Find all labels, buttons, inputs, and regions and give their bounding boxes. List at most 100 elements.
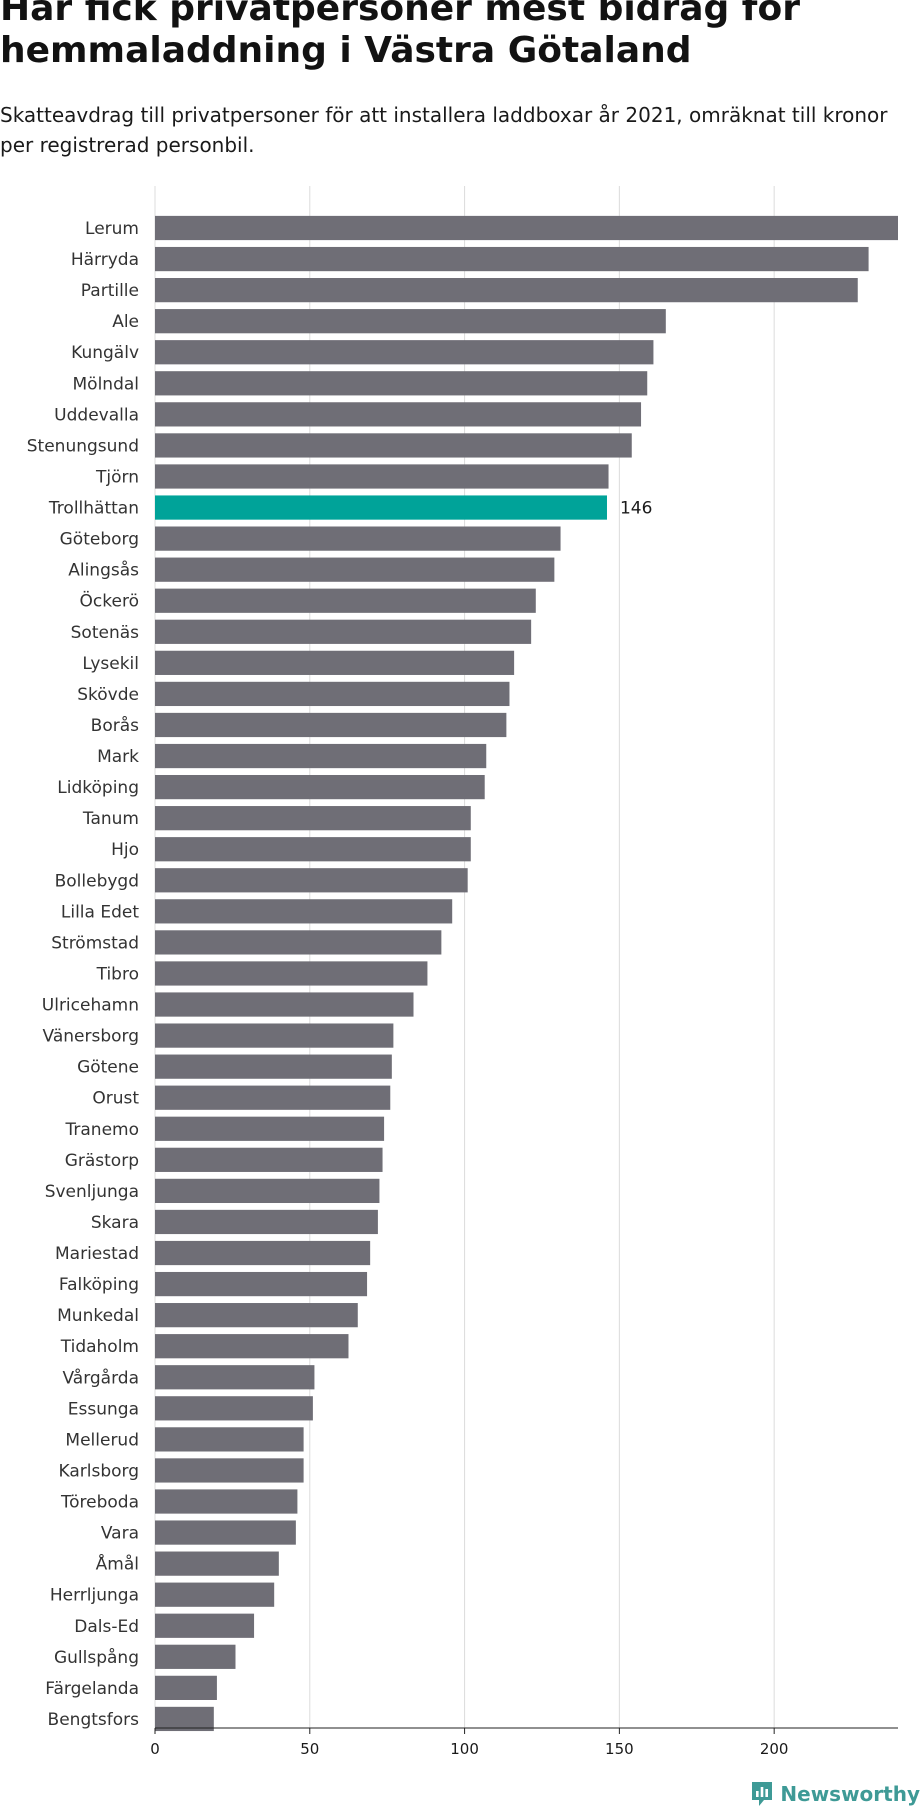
category-label-färgelanda: Färgelanda [45, 1679, 139, 1699]
category-label-härryda: Härryda [71, 250, 139, 270]
category-label-mark: Mark [97, 747, 139, 767]
bar-mark [155, 743, 487, 769]
bars [155, 215, 898, 1732]
bar-bengtsfors [155, 1706, 214, 1732]
bar-tanum [155, 806, 471, 831]
category-label-essunga: Essunga [68, 1399, 139, 1419]
chart-subtitle: Skatteavdrag till privatpersoner för att… [0, 103, 888, 157]
bar-lilla-edet [155, 899, 453, 924]
bar-karlsborg [155, 1458, 304, 1483]
x-tick-label-0: 0 [150, 1740, 160, 1758]
bar-partille [155, 278, 858, 303]
bar-alingsås [155, 557, 555, 582]
bar-mellerud [155, 1427, 304, 1452]
bar-mölndal [155, 371, 648, 396]
category-label-bollebygd: Bollebygd [55, 871, 139, 891]
bar-skara [155, 1209, 378, 1235]
category-label-herrljunga: Herrljunga [50, 1586, 139, 1606]
category-label-mellerud: Mellerud [65, 1430, 139, 1450]
category-labels: Lerum Härryda Partille Ale Kungälv Mölndal Udd… [27, 219, 653, 1730]
x-tick-label-200: 200 [760, 1740, 789, 1758]
bar-kungälv [155, 340, 654, 365]
bar-dals-ed [155, 1613, 255, 1638]
category-label-orust: Orust [92, 1089, 139, 1109]
category-label-lysekil: Lysekil [82, 654, 139, 674]
category-label-mölndal: Mölndal [73, 374, 140, 394]
bar-orust [155, 1085, 391, 1110]
category-label-ulricehamn: Ulricehamn [42, 996, 139, 1016]
category-label-tranemo: Tranemo [65, 1120, 140, 1140]
bar-vårgårda [155, 1365, 315, 1390]
category-label-trollhättan: Trollhättan [48, 499, 139, 519]
newsworthy-brand: Newsworthy [750, 1780, 920, 1808]
data-label-trollhättan: 146 [620, 499, 652, 519]
x-tick-label-100: 100 [450, 1740, 479, 1758]
category-label-stenungsund: Stenungsund [27, 436, 139, 456]
category-label-kungälv: Kungälv [71, 343, 139, 363]
category-label-skövde: Skövde [77, 685, 139, 705]
category-label-svenljunga: Svenljunga [45, 1182, 139, 1202]
bar-herrljunga [155, 1582, 275, 1607]
category-label-tanum: Tanum [82, 809, 139, 829]
category-label-skara: Skara [91, 1213, 139, 1233]
bar-härryda [155, 246, 869, 272]
bar-chart: Lerum Härryda Partille Ale Kungälv Mölndal Udd… [27, 186, 898, 1758]
bar-lerum [155, 215, 898, 241]
bar-götene [155, 1054, 392, 1079]
brand-name: Newsworthy [780, 1782, 920, 1806]
category-label-åmål: Åmål [96, 1553, 139, 1575]
category-label-karlsborg: Karlsborg [58, 1461, 139, 1481]
bar-sotenäs [155, 619, 532, 644]
bar-svenljunga [155, 1178, 380, 1204]
bar-falköping [155, 1271, 368, 1297]
category-label-partille: Partille [81, 281, 139, 301]
category-label-sotenäs: Sotenäs [71, 623, 140, 643]
category-label-bengtsfors: Bengtsfors [48, 1710, 140, 1730]
bar-gullspång [155, 1644, 236, 1669]
x-tick-label-50: 50 [300, 1740, 319, 1758]
bar-färgelanda [155, 1675, 217, 1700]
bar-essunga [155, 1396, 313, 1421]
category-label-vänersborg: Vänersborg [43, 1027, 139, 1047]
category-label-lerum: Lerum [85, 219, 139, 239]
category-label-falköping: Falköping [59, 1275, 139, 1295]
category-label-götene: Götene [77, 1058, 139, 1078]
bar-skövde [155, 681, 510, 707]
bar-mariestad [155, 1240, 371, 1266]
newsworthy-logo-icon [752, 1782, 773, 1806]
category-label-öckerö: Öckerö [80, 590, 139, 612]
category-label-vara: Vara [101, 1524, 139, 1544]
bar-lidköping [155, 774, 485, 800]
bar-töreboda [155, 1489, 298, 1514]
category-label-dals-ed: Dals-Ed [74, 1617, 139, 1637]
category-label-uddevalla: Uddevalla [54, 405, 139, 425]
bar-borås [155, 712, 507, 738]
category-label-borås: Borås [91, 715, 139, 736]
bar-tjörn [155, 464, 609, 489]
bar-vara [155, 1520, 296, 1545]
category-label-alingsås: Alingsås [68, 560, 139, 581]
category-label-gullspång: Gullspång [54, 1647, 139, 1668]
bar-tranemo [155, 1116, 385, 1141]
bar-ale [155, 309, 666, 334]
category-label-lidköping: Lidköping [57, 778, 139, 798]
bar-tidaholm [155, 1334, 349, 1359]
bar-hjo [155, 837, 471, 862]
category-label-grästorp: Grästorp [65, 1151, 139, 1171]
bar-öckerö [155, 588, 536, 613]
category-label-vårgårda: Vårgårda [62, 1367, 139, 1388]
category-label-tjörn: Tjörn [95, 467, 139, 487]
bar-åmål [155, 1551, 279, 1576]
bar-strömstad [155, 930, 442, 955]
category-label-töreboda: Töreboda [60, 1493, 139, 1513]
bar-trollhättan [155, 495, 607, 520]
bar-göteborg [155, 526, 561, 551]
bar-grästorp [155, 1147, 383, 1172]
category-label-mariestad: Mariestad [55, 1244, 139, 1264]
category-label-strömstad: Strömstad [51, 933, 139, 953]
bar-munkedal [155, 1303, 358, 1328]
bar-lysekil [155, 650, 515, 675]
bar-uddevalla [155, 402, 642, 427]
bar-bollebygd [155, 868, 468, 893]
chart-title: Här fick privatpersoner mest bidrag för … [0, 0, 800, 71]
